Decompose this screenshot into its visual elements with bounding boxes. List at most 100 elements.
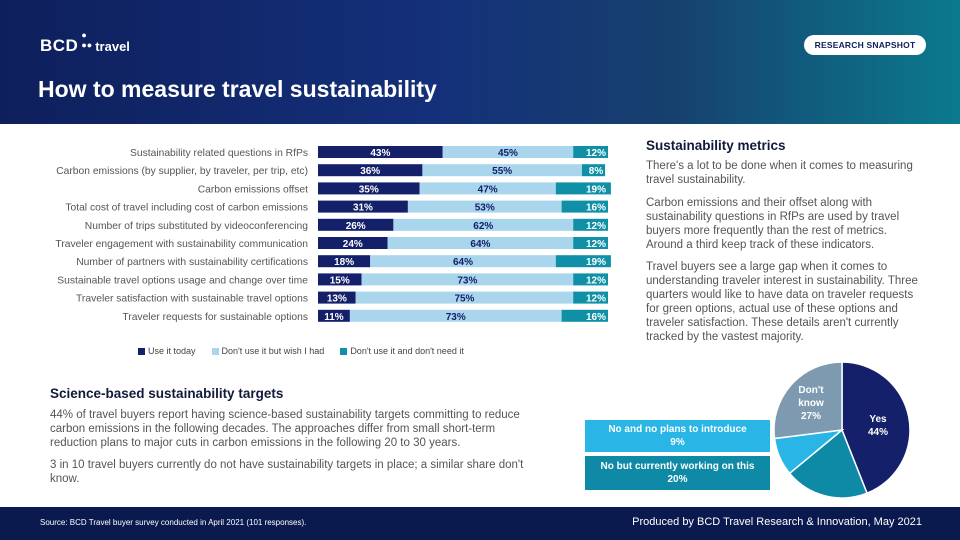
bar-value-label: 19% xyxy=(586,184,606,195)
bar-value-label: 12% xyxy=(586,221,606,232)
bar-segment xyxy=(573,146,608,158)
bar-value-label: 12% xyxy=(586,148,606,159)
legend-wish: Don't use it but wish I had xyxy=(211,346,325,356)
bar-category-label: Total cost of travel including cost of c… xyxy=(65,203,308,214)
pie-label-dk-value: 27% xyxy=(800,411,821,422)
bar-segment xyxy=(407,200,562,213)
bar-category-label: Traveler requests for sustainable option… xyxy=(122,312,308,323)
pie-callout-no-plans-value: 9% xyxy=(670,437,685,448)
bar-value-label: 62% xyxy=(473,221,493,232)
legend-use-today: Use it today xyxy=(138,346,196,356)
bar-segment xyxy=(442,146,574,158)
pie-callout-no-plans-label: No and no plans to introduce xyxy=(608,424,747,435)
bar-value-label: 47% xyxy=(478,184,498,195)
research-snapshot-badge: RESEARCH SNAPSHOT xyxy=(804,35,926,55)
metrics-paragraph-1: There's a lot to be done when it comes t… xyxy=(646,160,913,186)
pie-callout-working-value: 20% xyxy=(667,474,688,485)
pie-label-yes-value: 44% xyxy=(867,427,888,438)
bar-segment xyxy=(393,218,574,231)
page-title: How to measure travel sustainability xyxy=(38,76,437,102)
metrics-paragraph-3: Travel buyers see a large gap when it co… xyxy=(646,261,918,343)
bar-value-label: 45% xyxy=(498,148,518,159)
bar-category-label: Traveler satisfaction with sustainable t… xyxy=(76,294,308,305)
pie-slice-working xyxy=(788,428,869,499)
bar-chart-legend: Use it today Don't use it but wish I had… xyxy=(138,346,464,356)
logo-word: travel xyxy=(95,38,130,54)
bar-value-label: 12% xyxy=(586,239,606,250)
bar-value-label: 8% xyxy=(589,166,604,177)
bar-value-label: 12% xyxy=(586,294,606,305)
bar-segment xyxy=(422,164,582,177)
bar-value-label: 73% xyxy=(457,275,477,286)
bar-value-label: 13% xyxy=(327,294,347,305)
pie-callout-working: No but currently working on this 20% xyxy=(585,456,770,490)
logo-mark: BCD xyxy=(40,36,79,55)
pie-label-dk-line1: Don't xyxy=(798,385,824,396)
bar-segment xyxy=(318,200,408,213)
bar-segment xyxy=(318,237,388,249)
header-banner: BCD ● ●● travel RESEARCH SNAPSHOT How to … xyxy=(0,0,960,124)
bar-segment xyxy=(555,182,611,195)
bar-segment xyxy=(573,237,608,249)
bar-value-label: 43% xyxy=(370,148,390,159)
bar-category-label: Number of partners with sustainability c… xyxy=(76,257,308,268)
bar-segment xyxy=(318,255,371,268)
logo-dots-icon: ● ●● xyxy=(81,30,93,50)
pie-callout-no-plans: No and no plans to introduce 9% xyxy=(585,420,770,452)
bar-segment xyxy=(555,255,611,268)
metrics-paragraph-2: Carbon emissions and their offset along … xyxy=(646,197,900,251)
bar-segment xyxy=(387,237,574,249)
bar-value-label: 12% xyxy=(586,275,606,286)
targets-paragraph-1: 44% of travel buyers report having scien… xyxy=(50,409,520,449)
bar-segment xyxy=(318,291,356,304)
bar-value-label: 16% xyxy=(586,312,606,323)
bar-value-label: 64% xyxy=(470,239,490,250)
bar-value-label: 53% xyxy=(475,203,495,214)
bar-segment xyxy=(573,291,608,304)
bar-segment xyxy=(318,182,420,195)
bar-value-label: 24% xyxy=(343,239,363,250)
footer-produced-by: Produced by BCD Travel Research & Innova… xyxy=(632,516,922,528)
targets-heading: Science-based sustainability targets xyxy=(50,386,284,401)
bar-segment xyxy=(561,309,608,322)
pie-chart xyxy=(773,361,911,499)
bar-segment xyxy=(573,273,608,286)
bar-segment xyxy=(573,218,608,231)
legend-label: Use it today xyxy=(148,346,196,356)
bar-segment xyxy=(318,309,350,322)
bar-value-label: 31% xyxy=(353,203,373,214)
bar-segment xyxy=(318,273,362,286)
metrics-heading: Sustainability metrics xyxy=(646,138,786,153)
bar-value-label: 55% xyxy=(492,166,512,177)
pie-slice-yes xyxy=(841,361,911,495)
legend-swatch-dont-need xyxy=(340,347,348,355)
legend-label: Don't use it but wish I had xyxy=(221,346,325,356)
bar-value-label: 16% xyxy=(586,203,606,214)
bar-segment xyxy=(318,218,394,231)
footer: Source: BCD Travel buyer survey conducte… xyxy=(0,507,960,540)
bar-value-label: 64% xyxy=(453,257,473,268)
bar-segment xyxy=(370,255,556,268)
bar-segment xyxy=(361,273,574,286)
pie-label-dk-line2: know xyxy=(798,398,824,409)
bar-segment xyxy=(349,309,562,322)
bar-value-label: 15% xyxy=(330,275,350,286)
targets-paragraph-2: 3 in 10 travel buyers currently do not h… xyxy=(50,459,524,485)
bar-value-label: 19% xyxy=(586,257,606,268)
bar-value-label: 75% xyxy=(454,294,474,305)
legend-swatch-use-today xyxy=(138,347,145,355)
pie-label-yes: Yes 44% xyxy=(853,413,903,439)
stacked-bar-chart: Sustainability related questions in RfPs… xyxy=(55,146,611,323)
bar-segment xyxy=(318,146,443,158)
bcd-travel-logo: BCD ● ●● travel xyxy=(40,30,130,56)
pie-callout-working-label: No but currently working on this xyxy=(600,461,755,472)
bar-value-label: 73% xyxy=(446,312,466,323)
footer-source: Source: BCD Travel buyer survey conducte… xyxy=(40,518,307,527)
bar-segment xyxy=(561,200,608,213)
bar-value-label: 35% xyxy=(359,184,379,195)
bar-segment xyxy=(419,182,556,195)
bar-value-label: 11% xyxy=(324,312,344,323)
bar-value-label: 18% xyxy=(334,257,354,268)
bar-segment xyxy=(355,291,574,304)
legend-label: Don't use it and don't need it xyxy=(350,346,464,356)
